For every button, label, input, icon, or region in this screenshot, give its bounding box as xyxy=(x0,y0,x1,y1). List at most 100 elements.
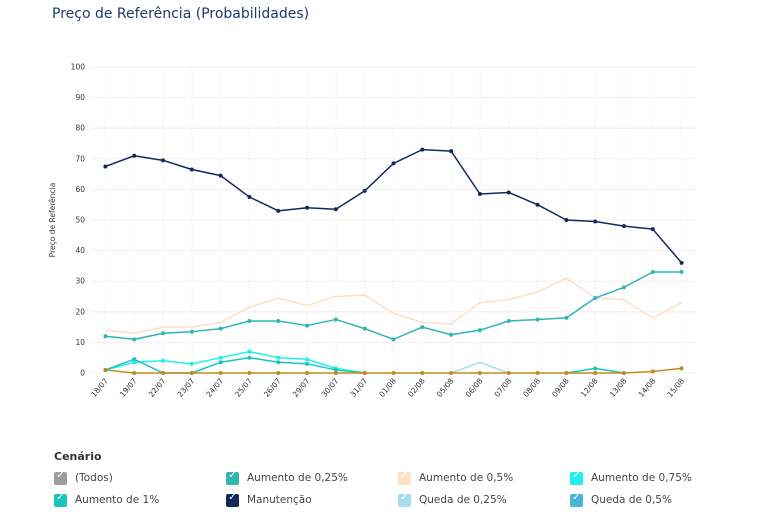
legend-item-queda-05[interactable]: ✓ Queda de 0,5% xyxy=(570,492,672,508)
data-point xyxy=(506,190,511,195)
y-tick-label: 60 xyxy=(75,185,85,194)
y-tick-label: 20 xyxy=(75,307,85,316)
y-tick-label: 80 xyxy=(75,124,85,133)
data-point xyxy=(477,371,482,375)
data-point xyxy=(449,371,454,375)
data-point xyxy=(535,202,540,207)
legend-item-label: Aumento de 0,25% xyxy=(247,472,348,484)
x-tick-label: 06/08 xyxy=(464,376,485,399)
x-tick-label: 02/08 xyxy=(406,376,427,399)
data-point xyxy=(391,337,396,342)
y-tick-label: 10 xyxy=(75,338,85,347)
data-point xyxy=(391,161,396,166)
legend-item-aumento-075[interactable]: ✓ Aumento de 0,75% xyxy=(570,470,692,486)
x-tick-label: 13/08 xyxy=(608,376,629,399)
legend-item-label: (Todos) xyxy=(75,472,113,484)
checkbox-icon[interactable]: ✓ xyxy=(226,470,239,485)
x-tick-label: 07/08 xyxy=(492,376,513,399)
x-tick-label: 18/07 xyxy=(89,376,110,399)
y-tick-label: 50 xyxy=(75,216,85,225)
checkbox-icon[interactable]: ✓ xyxy=(570,470,583,485)
legend-item-label: Aumento de 0,5% xyxy=(419,472,514,484)
x-tick-label: 15/08 xyxy=(665,376,686,399)
y-tick-label: 40 xyxy=(75,246,85,255)
data-point xyxy=(564,315,569,320)
checkbox-icon[interactable]: ✓ xyxy=(226,492,239,507)
data-point xyxy=(276,371,281,375)
x-tick-label: 25/07 xyxy=(233,376,254,399)
series-aumento-de-0-75- xyxy=(103,349,367,375)
data-point xyxy=(679,260,684,265)
legend-item-manutencao[interactable]: ✓ Manutenção xyxy=(226,492,312,508)
data-point xyxy=(276,318,281,323)
series-aumento-de-0-25- xyxy=(103,270,684,342)
data-point xyxy=(362,371,367,375)
data-point xyxy=(650,227,655,232)
checkbox-icon[interactable]: ✓ xyxy=(54,492,67,507)
data-point xyxy=(189,371,194,375)
series-aumento-de-0-5- xyxy=(105,277,682,334)
x-tick-label: 05/08 xyxy=(435,376,456,399)
y-tick-label: 90 xyxy=(75,93,85,102)
data-point xyxy=(679,366,684,371)
data-point xyxy=(103,367,108,372)
data-point xyxy=(679,270,684,275)
legend-item-todos[interactable]: ✓ (Todos) xyxy=(54,470,113,486)
x-tick-label: 31/07 xyxy=(348,376,369,399)
series-line xyxy=(105,277,682,334)
legend-item-label: Aumento de 1% xyxy=(75,494,160,506)
data-point xyxy=(333,371,338,375)
legend-item-label: Queda de 0,25% xyxy=(419,494,507,506)
data-point xyxy=(650,369,655,374)
data-point xyxy=(449,332,454,337)
data-point xyxy=(593,219,598,224)
legend-item-aumento-025[interactable]: ✓ Aumento de 0,25% xyxy=(226,470,348,486)
data-point xyxy=(650,270,655,275)
data-point xyxy=(305,357,310,362)
data-point xyxy=(189,329,194,334)
legend-item-label: Manutenção xyxy=(247,494,312,506)
data-point xyxy=(189,167,194,172)
legend-item-queda-025[interactable]: ✓ Queda de 0,25% xyxy=(398,492,507,508)
y-tick-label: 70 xyxy=(75,154,85,163)
checkbox-icon[interactable]: ✓ xyxy=(398,470,411,485)
checkbox-icon[interactable]: ✓ xyxy=(54,470,67,485)
x-tick-label: 24/07 xyxy=(204,376,225,399)
legend-title: Cenário xyxy=(54,450,102,463)
data-point xyxy=(593,366,598,371)
data-point xyxy=(305,205,310,210)
data-point xyxy=(247,371,252,375)
series-line xyxy=(105,356,365,374)
y-axis-ticks: 0 10 20 30 40 50 60 70 80 90 100 xyxy=(71,63,86,378)
data-point xyxy=(506,371,511,375)
data-point xyxy=(218,360,223,365)
data-point xyxy=(132,357,137,362)
y-tick-label: 30 xyxy=(75,277,85,286)
chart-series xyxy=(103,147,684,375)
data-point xyxy=(276,360,281,365)
data-point xyxy=(535,371,540,375)
data-point xyxy=(247,355,252,360)
data-point xyxy=(247,195,252,200)
data-point xyxy=(420,371,425,375)
data-point xyxy=(305,361,310,366)
data-point xyxy=(218,371,223,375)
legend-item-label: Aumento de 0,75% xyxy=(591,472,692,484)
data-point xyxy=(535,317,540,322)
page-title: Preço de Referência (Probabilidades) xyxy=(52,6,310,22)
data-point xyxy=(305,371,310,375)
data-point xyxy=(477,328,482,333)
x-tick-label: 23/07 xyxy=(176,376,197,399)
legend-item-aumento-1[interactable]: ✓ Aumento de 1% xyxy=(54,492,159,508)
checkbox-icon[interactable]: ✓ xyxy=(398,492,411,507)
data-point xyxy=(276,355,281,360)
data-point xyxy=(333,207,338,212)
checkbox-icon[interactable]: ✓ xyxy=(570,492,583,507)
x-tick-label: 26/07 xyxy=(262,376,283,399)
x-tick-label: 12/08 xyxy=(579,376,600,399)
data-point xyxy=(333,317,338,322)
data-point xyxy=(247,318,252,323)
data-point xyxy=(362,188,367,193)
legend-item-aumento-05[interactable]: ✓ Aumento de 0,5% xyxy=(398,470,513,486)
series-manuten-o xyxy=(103,147,684,265)
